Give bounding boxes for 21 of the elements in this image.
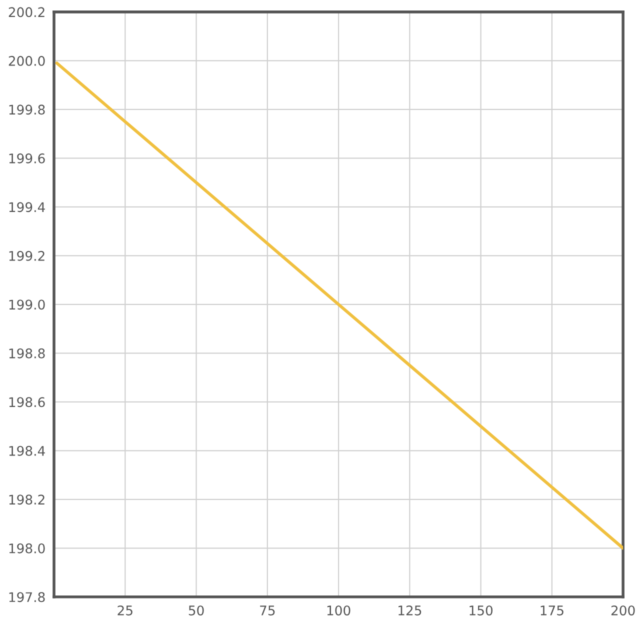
- x-tick-label: 25: [118, 605, 132, 616]
- x-tick-label: 75: [260, 606, 275, 616]
- x-tick-label: 100: [327, 605, 350, 616]
- x-tick-label: 150: [470, 605, 493, 616]
- x-tick-label: 125: [398, 605, 422, 616]
- y-tick-label: 200.2: [8, 7, 44, 18]
- y-tick-label: 199.4: [9, 202, 45, 212]
- y-tick-label: 198.8: [9, 348, 45, 358]
- y-tick-label: 197.8: [9, 592, 45, 602]
- y-tick-label: 199.6: [9, 153, 45, 164]
- y-tick-label: 199.2: [9, 250, 44, 261]
- y-tick-label: 198.0: [9, 543, 45, 554]
- y-tick-label: 199.8: [9, 104, 45, 115]
- x-tick-label: 200: [611, 605, 635, 616]
- y-tick-label: 198.4: [9, 446, 45, 456]
- y-tick-label: 198.2: [9, 494, 44, 505]
- y-tick-label: 198.6: [9, 397, 45, 408]
- y-tick-label: 200.0: [8, 56, 45, 66]
- x-tick-label: 50: [188, 605, 204, 616]
- y-tick-label: 199.0: [9, 300, 45, 310]
- x-tick-label: 175: [540, 606, 564, 616]
